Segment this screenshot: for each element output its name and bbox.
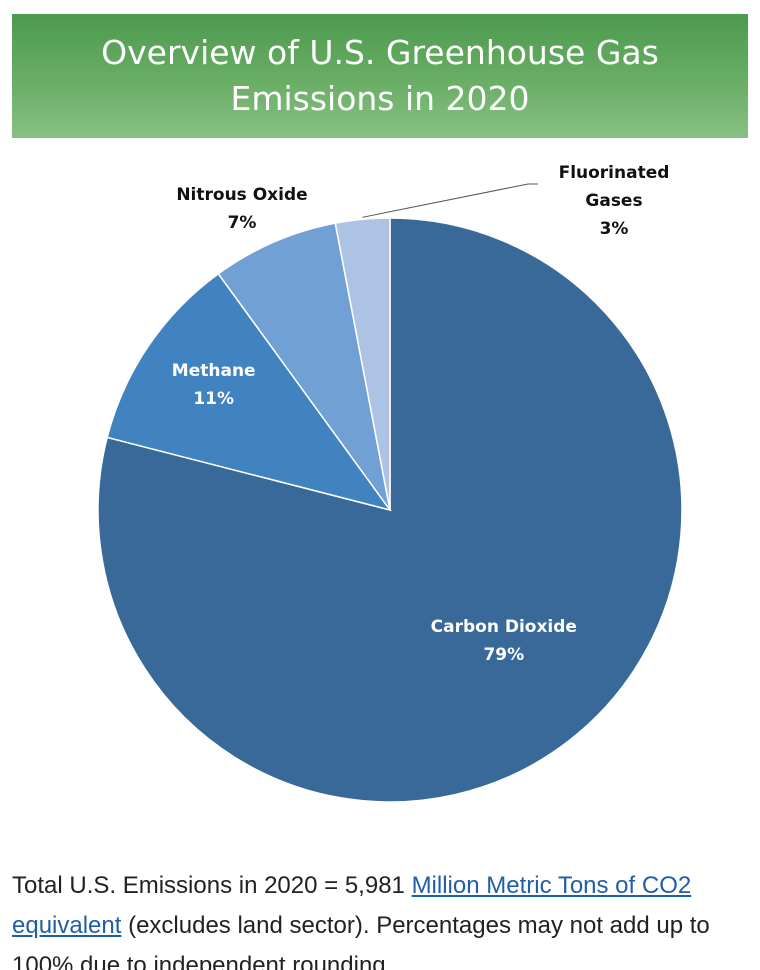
- chart-header: Overview of U.S. Greenhouse Gas Emission…: [12, 14, 748, 138]
- leader-line-fluorinated-gases: [362, 183, 538, 218]
- slice-label-line: Gases: [585, 191, 642, 211]
- slice-value-nitrous-oxide: 7%: [228, 213, 257, 233]
- slice-label-fluorinated-gases: Fluorinated Gases 3%: [559, 163, 670, 239]
- pie-slice-nitrous-oxide: [217, 222, 391, 511]
- slice-label-carbon-dioxide: Carbon Dioxide 79%: [431, 617, 577, 665]
- pie-chart: Carbon Dioxide 79% Methane 11% Nitrous Oxide…: [97, 163, 683, 803]
- slice-label-line: Carbon Dioxide: [431, 617, 577, 637]
- slice-value-methane: 11%: [193, 389, 234, 409]
- slice-label-line: Fluorinated: [559, 163, 670, 183]
- pie-slice-methane: [106, 272, 392, 512]
- slice-label-line: Methane: [172, 361, 256, 381]
- pie-slice-fluorinated-gases: [334, 217, 391, 511]
- slice-label-methane: Methane 11%: [172, 361, 256, 409]
- chart-title: Overview of U.S. Greenhouse Gas Emission…: [101, 33, 659, 118]
- pie-slice-carbon-dioxide: [97, 217, 683, 803]
- slice-label-nitrous-oxide: Nitrous Oxide 7%: [176, 185, 307, 233]
- footnote-text-before: Total U.S. Emissions in 2020 = 5,981: [12, 872, 412, 899]
- pie-chart-container: Carbon Dioxide 79% Methane 11% Nitrous Oxide…: [0, 150, 760, 820]
- footnote-text-after: (excludes land sector). Percentages may …: [12, 912, 710, 970]
- slice-value-fluorinated-gases: 3%: [600, 219, 629, 239]
- footnote: Total U.S. Emissions in 2020 = 5,981 Mil…: [12, 866, 748, 970]
- slice-label-line: Nitrous Oxide: [176, 185, 307, 205]
- slice-value-carbon-dioxide: 79%: [483, 645, 524, 665]
- units-link[interactable]: Million Metric Tons of CO2 equivalent: [12, 872, 692, 939]
